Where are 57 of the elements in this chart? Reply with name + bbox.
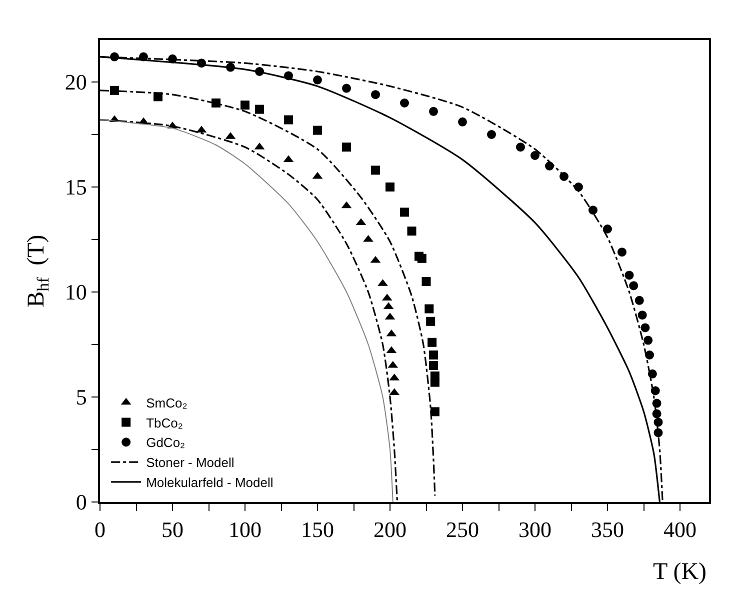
point [313,126,322,135]
legend-label: Stoner - Modell [146,455,234,470]
point [458,117,467,126]
point [428,338,437,347]
x-tick-label: 50 [162,517,184,542]
legend-label: Molekularfeld - Modell [146,475,274,490]
y-tick-label: 20 [64,70,87,95]
y-tick-label: 5 [76,384,87,410]
point [430,407,440,416]
point [240,100,250,110]
y-tick-label: 15 [64,174,87,200]
point [603,224,612,234]
point [429,361,438,370]
point [644,336,653,345]
point [371,90,380,100]
legend-label: TbCo₂ [146,415,183,430]
x-tick-label: 250 [446,517,479,542]
point [424,304,434,314]
y-tick-label: 10 [64,280,87,305]
point [284,115,293,124]
point [342,84,351,93]
point [386,182,394,192]
legend-label: SmCo₂ [146,395,188,410]
point [417,254,426,263]
x-tick-label: 150 [301,517,334,542]
x-axis-title: T (K) [653,559,707,585]
point [400,208,409,217]
point [429,106,438,116]
legend-label: GdCo₂ [146,435,186,450]
x-tick-label: 350 [591,517,624,542]
point [110,86,119,95]
x-tick-label: 200 [374,517,406,542]
x-tick-label: 100 [228,517,262,542]
point [255,104,264,114]
point [516,142,525,152]
x-tick-label: 0 [94,517,106,542]
point [487,130,496,139]
point [629,281,638,290]
point [422,277,431,286]
point [342,142,351,152]
x-tick-label: 300 [518,517,552,542]
point [624,270,634,280]
point [400,98,409,108]
point [638,310,647,320]
point [313,75,322,84]
point [371,166,380,175]
point [634,296,644,305]
point [407,226,416,236]
point [530,151,540,160]
point [430,378,440,387]
point [429,350,438,360]
x-tick-label: 400 [664,517,696,542]
point [618,248,626,257]
point [588,206,598,215]
point [426,316,436,326]
y-tick-label: 0 [76,490,87,515]
point [640,323,650,332]
